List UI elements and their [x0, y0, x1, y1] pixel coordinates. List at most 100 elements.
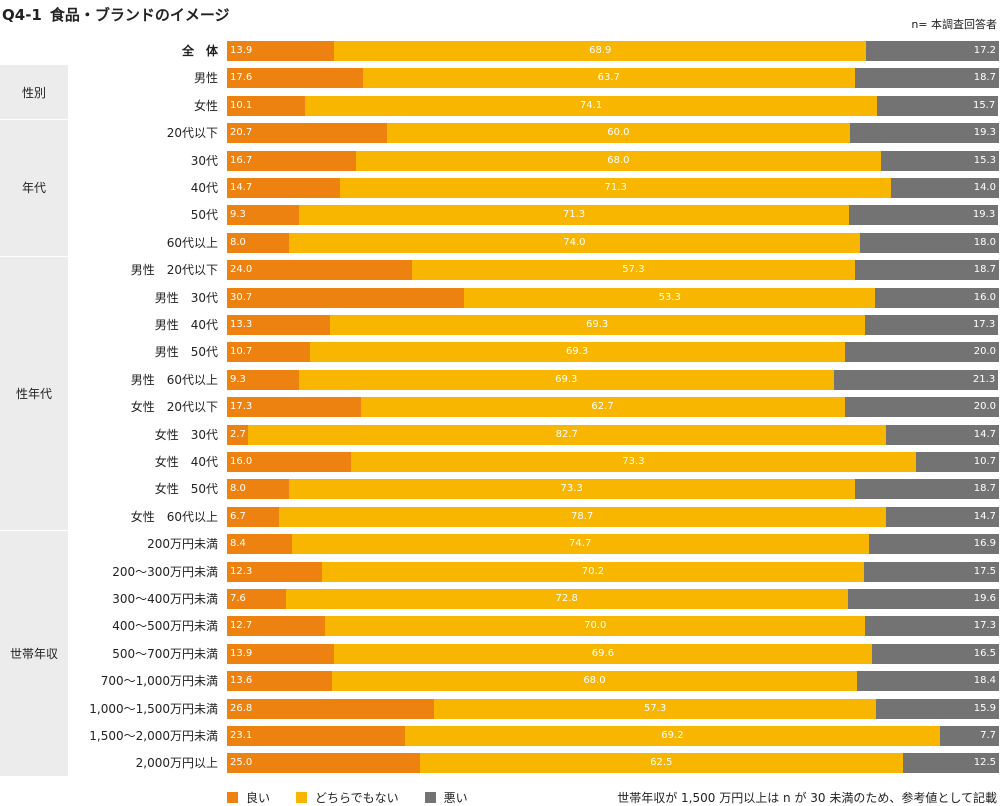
bar-segment-good: 16.7	[227, 150, 356, 171]
data-label: 62.7	[591, 401, 614, 413]
bar-row: 13.9 68.9 17.2	[227, 41, 999, 61]
bar-row: 30.7 53.3 16.0	[227, 287, 999, 308]
data-label: 71.3	[604, 182, 627, 193]
legend-swatch-good	[227, 792, 238, 803]
bar-row: 16.7 68.0 15.3	[227, 150, 999, 171]
data-label: 30.7	[230, 291, 253, 303]
bar-row: 13.6 68.0 18.4	[227, 671, 999, 692]
data-label: 68.9	[589, 45, 612, 56]
bar-row: 10.1 74.1 15.7	[227, 95, 999, 116]
bar-segment-good: 12.3	[227, 561, 322, 582]
bar-segment-neutral: 69.3	[329, 315, 865, 335]
bar-segment-good: 17.3	[227, 397, 361, 418]
row-label: 200〜300万円未満	[112, 564, 218, 579]
row-label: 女性 30代	[154, 427, 218, 442]
row-label: 男性 50代	[154, 345, 218, 360]
bar-segment-bad: 16.0	[875, 287, 999, 308]
data-label: 9.3	[230, 373, 246, 385]
data-label: 57.3	[622, 264, 645, 276]
bar-segment-good: 8.4	[227, 534, 292, 555]
bar-segment-bad: 18.4	[856, 671, 999, 692]
data-label: 19.3	[973, 127, 996, 139]
bar-segment-neutral: 74.7	[291, 534, 869, 555]
bar-segment-good: 6.7	[227, 506, 279, 527]
bar-segment-neutral: 62.7	[360, 397, 845, 418]
bar-row: 8.4 74.7 16.9	[227, 534, 999, 555]
row-label: 1,000〜1,500万円未満	[89, 701, 218, 716]
legend-swatch-bad	[424, 792, 436, 803]
data-label: 17.6	[230, 72, 253, 84]
bar-segment-bad: 15.3	[880, 150, 999, 171]
row-label: 全 体	[181, 44, 218, 58]
row-label: 500〜700万円未満	[112, 646, 218, 661]
row-label: 男性 40代	[154, 318, 218, 332]
bar-segment-bad: 16.9	[868, 534, 999, 555]
bar-row: 9.3 69.3 21.3	[227, 369, 999, 390]
data-label: 17.3	[230, 401, 253, 413]
data-label: 69.3	[586, 319, 609, 330]
bar-row: 8.0 73.3 18.7	[227, 479, 999, 500]
data-label: 16.5	[973, 647, 996, 659]
data-label: 2.7	[230, 428, 246, 440]
bar-segment-bad: 17.2	[866, 41, 999, 61]
data-label: 17.2	[973, 45, 996, 56]
data-label: 17.3	[973, 620, 996, 632]
bar-segment-neutral: 69.2	[405, 726, 940, 746]
bar-segment-good: 8.0	[227, 232, 289, 253]
data-label: 12.3	[230, 565, 253, 577]
data-label: 13.3	[230, 319, 253, 330]
data-label: 16.0	[230, 456, 253, 467]
data-label: 78.7	[571, 510, 594, 522]
bar-segment-bad: 15.9	[876, 698, 999, 719]
data-label: 60.0	[607, 127, 630, 139]
data-label: 17.3	[972, 319, 996, 330]
bar-segment-good: 9.3	[227, 369, 299, 390]
bar-segment-bad: 14.7	[885, 506, 999, 527]
data-label: 73.3	[560, 483, 583, 495]
sample-note: n= 本調査回答者	[911, 18, 997, 31]
bar-row: 25.0 62.5 12.5	[227, 753, 999, 774]
bar-segment-neutral: 69.6	[334, 643, 872, 664]
data-label: 14.7	[973, 510, 996, 522]
bar-segment-bad: 18.7	[854, 68, 999, 89]
data-label: 12.7	[230, 620, 253, 632]
chart-title: Q4-1 食品・ブランドのイメージ	[2, 4, 230, 25]
bar-row: 9.3 71.3 19.3	[227, 205, 999, 226]
data-label: 18.7	[973, 72, 996, 84]
bar-row: 7.6 72.8 19.6	[227, 589, 999, 609]
bar-segment-good: 17.6	[227, 68, 363, 89]
bar-row: 13.3 69.3 17.3	[227, 315, 999, 335]
row-label: 女性 40代	[154, 455, 218, 469]
bar-segment-good: 26.8	[227, 698, 434, 719]
bar-segment-neutral: 63.7	[362, 68, 855, 89]
row-label: 40代	[190, 181, 218, 195]
row-label: 女性	[193, 98, 218, 113]
data-label: 14.7	[230, 182, 253, 193]
data-label: 20.0	[973, 401, 996, 413]
data-label: 24.0	[230, 264, 253, 276]
bar-segment-bad: 17.5	[863, 561, 999, 582]
row-label: 男性	[193, 71, 218, 86]
bar-segment-good: 10.1	[227, 95, 305, 116]
bar-segment-neutral: 57.3	[433, 698, 877, 719]
row-label: 20代以下	[166, 126, 218, 141]
bar-segment-neutral: 73.3	[350, 452, 917, 472]
bar-segment-bad: 19.3	[849, 123, 999, 144]
data-label: 25.0	[230, 757, 253, 769]
bar-segment-bad: 14.0	[890, 178, 999, 198]
data-label: 18.7	[973, 264, 996, 276]
bar-segment-bad: 16.5	[871, 643, 999, 664]
data-label: 13.6	[230, 675, 253, 687]
bar-segment-bad: 18.7	[854, 479, 999, 500]
row-label: 男性 30代	[154, 290, 218, 305]
data-label: 74.1	[579, 99, 603, 111]
bar-segment-neutral: 68.9	[334, 41, 867, 61]
bar-segment-bad: 17.3	[864, 315, 999, 335]
data-label: 21.3	[972, 373, 996, 385]
bar-segment-good: 30.7	[227, 287, 464, 308]
row-label: 2,000万円以上	[135, 756, 218, 771]
bar-row: 12.7 70.0 17.3	[227, 616, 999, 637]
data-label: 18.4	[973, 675, 996, 687]
legend-label-bad: 悪い	[443, 791, 468, 805]
bar-segment-neutral: 68.0	[331, 671, 857, 692]
